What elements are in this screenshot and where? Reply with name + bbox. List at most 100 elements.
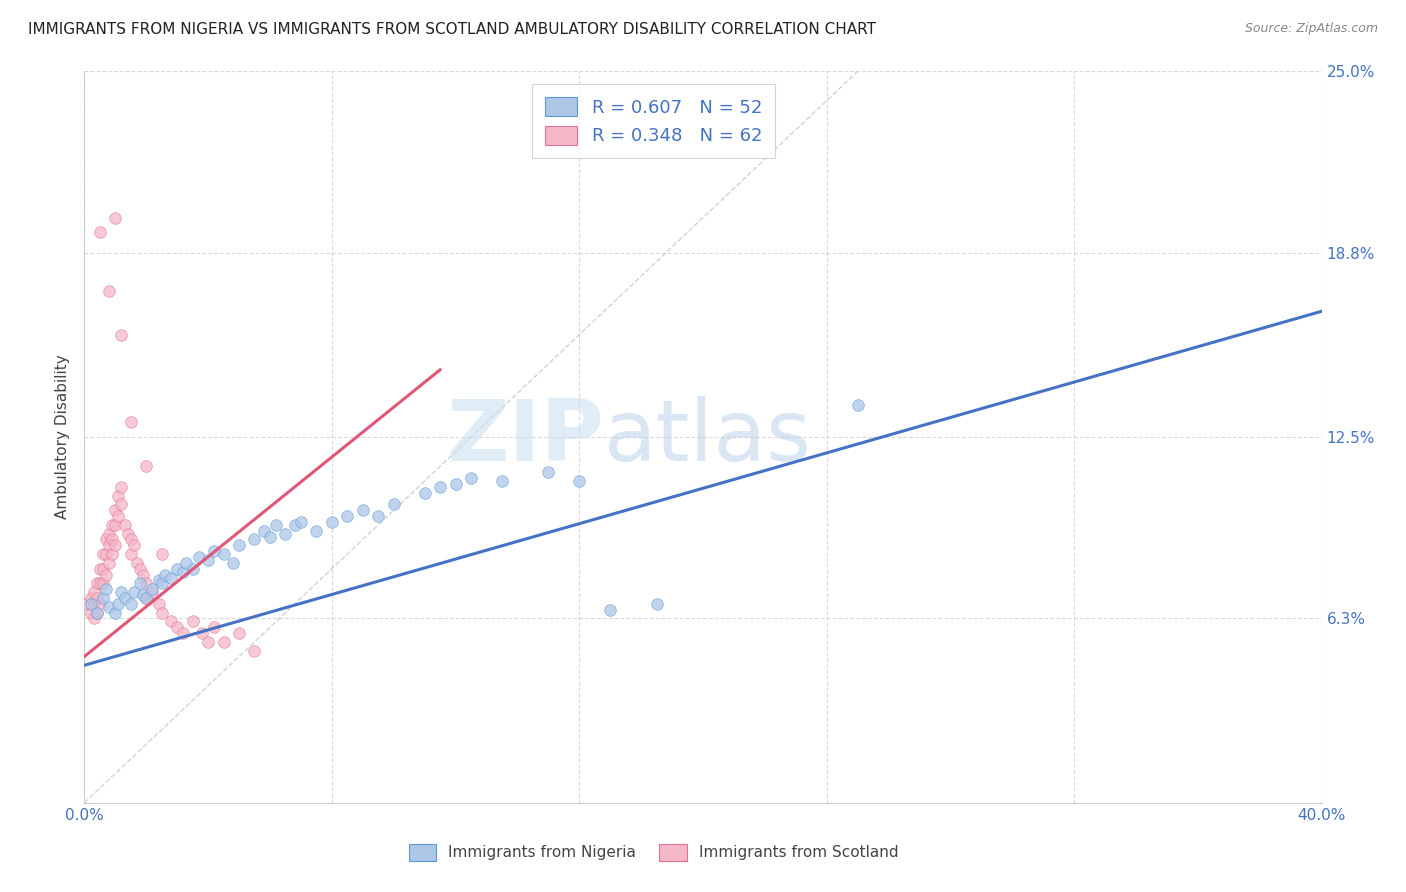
Point [166,562,188,576]
Point [110,585,132,599]
Point [94,547,117,561]
Point [91,562,114,576]
Point [846,398,869,412]
Point [181,615,204,629]
Point [91,591,114,605]
Point [83,611,105,625]
Point [76,597,98,611]
Point [243,643,266,657]
Y-axis label: Ambulatory Disability: Ambulatory Disability [55,355,70,519]
Point [94,533,117,547]
Point [166,620,188,634]
Point [104,538,127,552]
Point [197,553,219,567]
Point [120,597,142,611]
Point [187,549,209,564]
Point [243,533,266,547]
Point [104,211,127,225]
Point [101,533,124,547]
Point [228,538,250,552]
Text: IMMIGRANTS FROM NIGERIA VS IMMIGRANTS FROM SCOTLAND AMBULATORY DISABILITY CORREL: IMMIGRANTS FROM NIGERIA VS IMMIGRANTS FR… [28,22,876,37]
Point [212,635,235,649]
Point [141,585,163,599]
Point [86,576,108,591]
Point [79,597,101,611]
Text: atlas: atlas [605,395,813,479]
Point [114,517,136,532]
Point [120,533,142,547]
Point [150,547,173,561]
Point [110,480,132,494]
Point [98,538,121,552]
Point [352,503,374,517]
Point [91,547,114,561]
Point [117,526,139,541]
Point [135,591,157,605]
Point [86,606,108,620]
Point [197,635,219,649]
Point [228,626,250,640]
Point [104,503,127,517]
Point [89,562,111,576]
Point [645,597,668,611]
Point [444,476,467,491]
Point [253,524,276,538]
Point [104,517,127,532]
Point [107,509,129,524]
Point [305,524,328,538]
Point [129,576,152,591]
Point [86,606,108,620]
Point [122,538,145,552]
Point [460,471,482,485]
Point [148,574,170,588]
Point [79,591,101,605]
Point [101,547,124,561]
Point [150,576,173,591]
Point [212,547,235,561]
Point [98,284,121,298]
Point [101,517,124,532]
Point [150,606,173,620]
Point [413,485,436,500]
Point [94,567,117,582]
Point [172,565,194,579]
Point [191,626,214,640]
Point [367,509,389,524]
Point [89,597,111,611]
Point [125,556,148,570]
Legend: Immigrants from Nigeria, Immigrants from Scotland: Immigrants from Nigeria, Immigrants from… [401,837,905,868]
Point [491,474,513,488]
Text: ZIP: ZIP [446,395,605,479]
Point [160,570,183,584]
Point [202,544,225,558]
Point [98,526,121,541]
Point [107,597,129,611]
Point [120,416,142,430]
Point [382,497,405,511]
Point [222,556,245,570]
Point [202,620,225,634]
Point [599,603,621,617]
Point [132,588,155,602]
Point [160,615,183,629]
Point [148,597,170,611]
Point [122,585,145,599]
Point [259,530,281,544]
Point [568,474,591,488]
Point [89,225,111,239]
Point [79,606,101,620]
Point [120,547,142,561]
Point [172,626,194,640]
Point [98,599,121,614]
Point [135,591,157,605]
Point [141,582,163,597]
Point [79,35,101,49]
Point [89,576,111,591]
Point [135,459,157,474]
Point [429,480,451,494]
Point [129,562,152,576]
Point [132,567,155,582]
Point [181,562,204,576]
Point [98,556,121,570]
Point [264,517,287,532]
